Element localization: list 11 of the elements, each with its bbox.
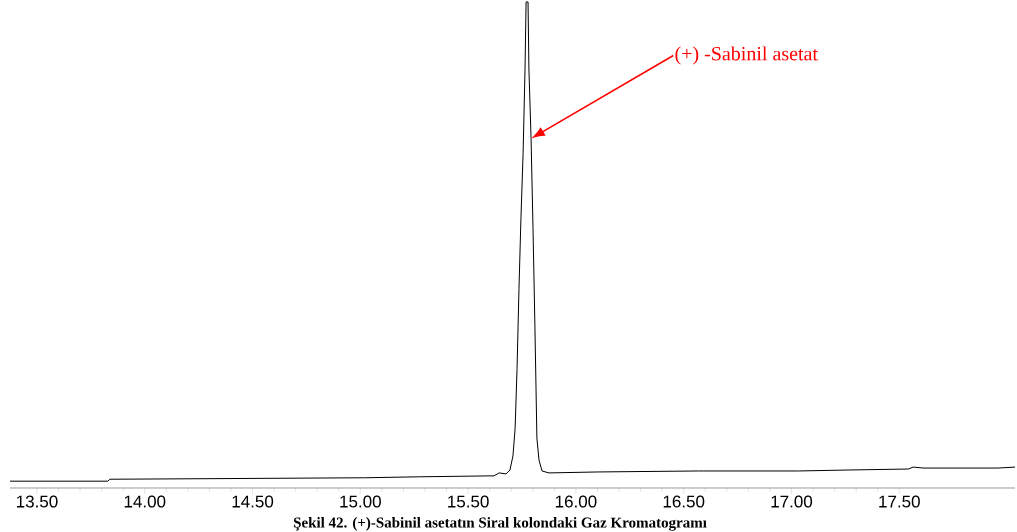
x-tick-label: 17.50 (879, 495, 920, 508)
annotation: (+) -Sabinil asetat (675, 46, 818, 65)
x-tick-label: 17.00 (771, 495, 813, 508)
x-tick-label: 14.50 (232, 495, 274, 508)
x-tick-label: 15.50 (448, 495, 489, 508)
text: Şekil 42. (+)-Sabinil asetatın Siral kolondaki Gaz Kromatogramı (293, 517, 707, 531)
x-tick-label: 16.50 (663, 495, 705, 508)
x-tick-label: 15.00 (340, 495, 381, 508)
x-tick-label: 14.00 (124, 495, 166, 508)
x-tick-label: 13.50 (16, 495, 58, 508)
x-tick-label: 16.00 (555, 495, 597, 508)
